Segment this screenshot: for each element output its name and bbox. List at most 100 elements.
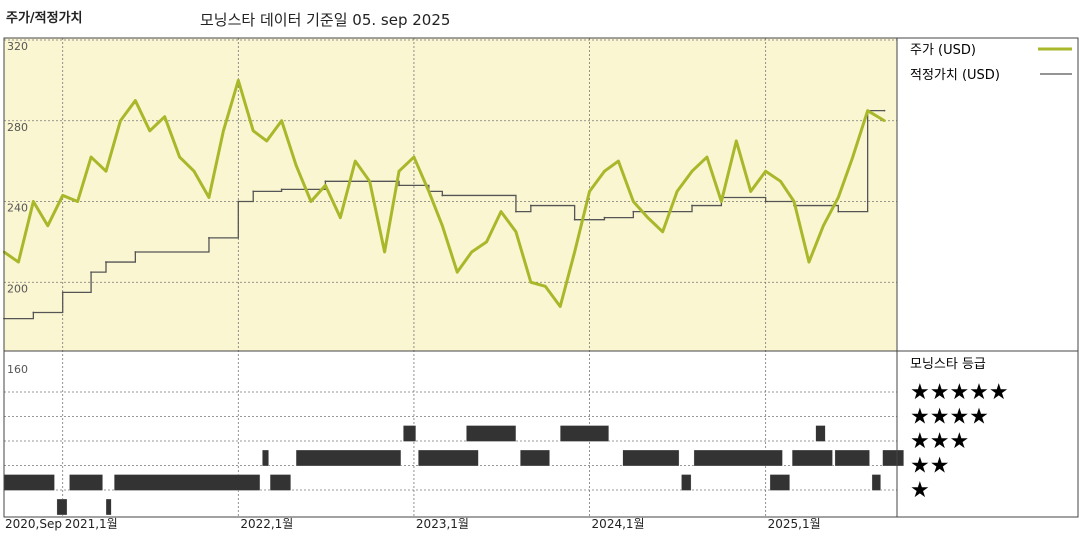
price-point xyxy=(17,260,20,264)
fair-value-point xyxy=(252,190,255,193)
price-point xyxy=(324,184,327,187)
price-point xyxy=(866,109,869,112)
rating-segment xyxy=(466,425,517,442)
chart-background xyxy=(4,38,897,351)
price-point xyxy=(309,200,313,203)
fair-value-point xyxy=(691,204,693,207)
price-point xyxy=(514,230,518,233)
price-point xyxy=(76,200,79,203)
rating-segment xyxy=(269,474,291,491)
price-point xyxy=(354,159,357,163)
rating-segment xyxy=(105,498,112,516)
fair-value-point xyxy=(90,271,92,274)
price-point xyxy=(339,216,342,219)
rating-segment xyxy=(693,449,783,467)
rating-segment xyxy=(114,474,261,491)
price-point xyxy=(529,281,533,284)
x-tick-label: 2024,1월 xyxy=(592,517,645,531)
price-point xyxy=(46,224,49,227)
price-point xyxy=(61,194,64,197)
fair-value-point xyxy=(515,210,517,213)
rating-segment xyxy=(815,425,826,442)
price-point xyxy=(32,200,35,203)
price-point xyxy=(368,180,371,183)
fair-value-point xyxy=(324,180,327,183)
price-point xyxy=(764,170,767,173)
fair-value-point xyxy=(764,200,767,203)
price-point xyxy=(735,139,738,143)
fair-value-point xyxy=(529,204,532,207)
price-point xyxy=(646,216,649,219)
price-point xyxy=(851,155,854,159)
y-tick-label: 160 xyxy=(7,363,28,376)
price-point xyxy=(883,119,886,122)
rating-segment xyxy=(681,474,692,491)
x-tick-label: 2023,1월 xyxy=(416,517,469,531)
price-point xyxy=(119,119,122,122)
price-point xyxy=(617,159,620,163)
price-point xyxy=(163,115,166,118)
price-point xyxy=(749,190,752,193)
price-point xyxy=(632,200,635,203)
rating-level-2-stars: ★★ xyxy=(910,454,949,479)
fair-value-point xyxy=(134,251,137,253)
price-point xyxy=(89,155,93,159)
rating-segment xyxy=(834,449,870,467)
rating-legend-title: 모닝스타 등급 xyxy=(910,357,986,372)
price-point xyxy=(822,224,825,227)
price-point xyxy=(720,200,723,203)
legend-price-label: 주가 (USD) xyxy=(910,43,976,58)
price-point xyxy=(779,180,782,183)
rating-segment xyxy=(3,474,55,491)
price-point xyxy=(134,99,137,102)
price-point xyxy=(573,250,576,254)
price-point xyxy=(441,224,444,227)
x-tick-label: 2022,1월 xyxy=(240,517,293,531)
rating-segment xyxy=(56,498,68,516)
y-tick-label: 240 xyxy=(7,202,28,215)
fair-value-point xyxy=(441,194,444,197)
price-point xyxy=(661,230,664,233)
price-point xyxy=(588,190,591,193)
fair-value-point xyxy=(573,218,576,221)
price-point xyxy=(412,155,416,159)
rating-level-3-stars: ★★★ xyxy=(910,429,969,454)
fair-value-point xyxy=(398,184,400,187)
price-point xyxy=(383,250,386,254)
fair-value-point xyxy=(32,311,35,314)
fair-value-point xyxy=(632,210,635,213)
fair-value-point xyxy=(237,200,240,203)
price-point xyxy=(265,139,268,143)
price-point xyxy=(252,129,255,133)
legend-fair-value-label: 적정가치 (USD) xyxy=(910,68,1000,83)
rating-level-4-stars: ★★★★ xyxy=(910,405,989,430)
rating-level-5-stars: ★★★★★ xyxy=(910,380,1009,405)
price-point xyxy=(499,210,503,213)
price-point xyxy=(675,190,679,193)
price-point xyxy=(397,170,401,173)
rating-segment xyxy=(403,425,417,442)
price-point xyxy=(807,260,811,264)
price-point xyxy=(470,250,473,254)
y-tick-label: 320 xyxy=(7,40,28,53)
price-point xyxy=(178,155,181,159)
price-point xyxy=(559,305,562,308)
y-tick-label: 200 xyxy=(7,282,28,295)
price-point xyxy=(280,119,283,122)
page-subtitle: 모닝스타 데이터 기준일 05. sep 2025 xyxy=(200,11,451,29)
price-point xyxy=(104,170,108,173)
price-point xyxy=(837,196,840,199)
rating-segment xyxy=(622,449,680,467)
price-point xyxy=(690,170,694,173)
x-tick-label: 2021,1월 xyxy=(65,517,118,531)
x-tick-label: 2020,Sep xyxy=(5,517,62,531)
rating-level-1-stars: ★ xyxy=(910,478,930,503)
x-tick-label: 2025,1월 xyxy=(768,517,821,531)
price-point xyxy=(237,79,240,82)
rating-segment xyxy=(871,474,881,491)
price-point xyxy=(207,196,211,199)
price-point xyxy=(705,155,709,159)
fair-value-point xyxy=(61,291,64,294)
price-point xyxy=(148,129,151,133)
